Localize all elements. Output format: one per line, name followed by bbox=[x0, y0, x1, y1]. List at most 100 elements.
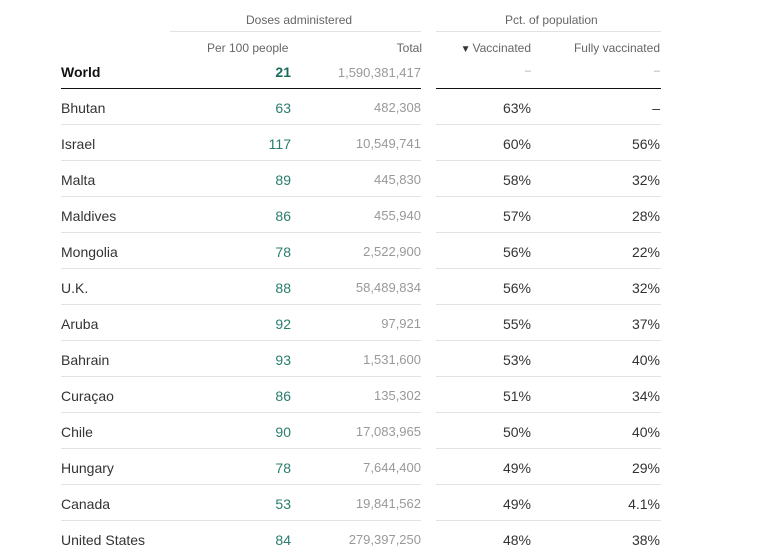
world-per-100: 21 bbox=[275, 64, 291, 80]
doses-total: 2,522,900 bbox=[363, 244, 421, 259]
pct-fully-vaccinated: 4.1% bbox=[628, 496, 660, 512]
row-divider bbox=[436, 520, 661, 521]
doses-per-100: 78 bbox=[275, 244, 291, 260]
country-name: Malta bbox=[61, 172, 96, 188]
doses-total: 1,531,600 bbox=[363, 352, 421, 367]
doses-total: 455,940 bbox=[374, 208, 421, 223]
pct-vaccinated: 56% bbox=[502, 280, 531, 296]
pct-vaccinated: 50% bbox=[502, 424, 531, 440]
row-divider bbox=[61, 268, 421, 269]
row-divider bbox=[436, 484, 661, 485]
pct-fully-vaccinated: 29% bbox=[631, 460, 660, 476]
country-name: Israel bbox=[61, 136, 96, 152]
row-divider bbox=[61, 412, 421, 413]
world-divider-left bbox=[61, 88, 421, 89]
doses-per-100: 117 bbox=[268, 136, 291, 152]
row-divider bbox=[61, 376, 421, 377]
world-total: 1,590,381,417 bbox=[337, 65, 421, 80]
doses-per-100: 86 bbox=[275, 208, 291, 224]
row-divider bbox=[436, 376, 661, 377]
doses-per-100: 93 bbox=[275, 352, 291, 368]
doses-per-100: 84 bbox=[275, 532, 291, 548]
row-divider bbox=[436, 232, 661, 233]
pct-vaccinated: 51% bbox=[502, 388, 531, 404]
group-underline-pct bbox=[436, 31, 661, 32]
pct-vaccinated: 63% bbox=[502, 100, 531, 116]
doses-total: 7,644,400 bbox=[363, 460, 421, 475]
pct-vaccinated: 48% bbox=[502, 532, 531, 548]
pct-fully-vaccinated: 40% bbox=[631, 424, 660, 440]
row-divider bbox=[61, 124, 421, 125]
group-header-doses: Doses administered bbox=[246, 13, 353, 27]
country-name: U.K. bbox=[61, 280, 89, 296]
country-name: Chile bbox=[61, 424, 93, 440]
column-header-fully-vaccinated[interactable]: Fully vaccinated bbox=[573, 41, 660, 55]
country-name: Curaçao bbox=[61, 388, 114, 404]
country-name: Hungary bbox=[61, 460, 114, 476]
row-divider bbox=[436, 448, 661, 449]
doses-per-100: 86 bbox=[275, 388, 291, 404]
row-divider bbox=[436, 124, 661, 125]
country-name: Mongolia bbox=[61, 244, 118, 260]
pct-fully-vaccinated: 37% bbox=[631, 316, 660, 332]
column-header-per-100: Per 100 people bbox=[207, 41, 289, 55]
pct-fully-vaccinated: 28% bbox=[631, 208, 660, 224]
row-divider bbox=[61, 484, 421, 485]
group-underline-doses bbox=[170, 31, 421, 32]
pct-vaccinated: 57% bbox=[502, 208, 531, 224]
pct-fully-vaccinated: 40% bbox=[631, 352, 660, 368]
country-name: Aruba bbox=[61, 316, 99, 332]
group-header-pct: Pct. of population bbox=[505, 13, 598, 27]
pct-vaccinated: 49% bbox=[502, 460, 531, 476]
doses-total: 17,083,965 bbox=[355, 424, 421, 439]
doses-total: 10,549,741 bbox=[355, 136, 421, 151]
row-divider bbox=[61, 232, 421, 233]
pct-fully-vaccinated: – bbox=[652, 100, 660, 116]
doses-total: 135,302 bbox=[374, 388, 421, 403]
row-divider bbox=[436, 340, 661, 341]
row-divider bbox=[436, 160, 661, 161]
world-fully-vaccinated: – bbox=[653, 65, 660, 77]
world-divider-right bbox=[436, 88, 661, 89]
pct-fully-vaccinated: 34% bbox=[631, 388, 660, 404]
row-divider bbox=[436, 412, 661, 413]
doses-total: 482,308 bbox=[374, 100, 421, 115]
row-divider bbox=[61, 304, 421, 305]
pct-fully-vaccinated: 22% bbox=[631, 244, 660, 260]
column-header-total: Total bbox=[396, 41, 422, 55]
pct-vaccinated: 58% bbox=[502, 172, 531, 188]
doses-per-100: 89 bbox=[275, 172, 291, 188]
world-vaccinated: – bbox=[524, 65, 531, 77]
doses-total: 279,397,250 bbox=[348, 532, 421, 547]
sort-descending-icon: ▼ bbox=[460, 44, 471, 55]
country-name: Maldives bbox=[61, 208, 117, 224]
country-name: Bhutan bbox=[61, 100, 106, 116]
row-divider bbox=[61, 196, 421, 197]
pct-fully-vaccinated: 38% bbox=[631, 532, 660, 548]
pct-vaccinated: 53% bbox=[502, 352, 531, 368]
doses-total: 19,841,562 bbox=[355, 496, 421, 511]
doses-per-100: 92 bbox=[275, 316, 291, 332]
row-divider bbox=[61, 340, 421, 341]
doses-total: 97,921 bbox=[381, 316, 421, 331]
country-name: Canada bbox=[61, 496, 111, 512]
country-name: United States bbox=[61, 532, 146, 548]
doses-total: 58,489,834 bbox=[355, 280, 421, 295]
row-divider bbox=[61, 520, 421, 521]
pct-fully-vaccinated: 32% bbox=[631, 280, 660, 296]
doses-per-100: 53 bbox=[275, 496, 291, 512]
column-header-vaccinated[interactable]: ▼ Vaccinated bbox=[431, 41, 531, 55]
doses-per-100: 78 bbox=[275, 460, 291, 476]
pct-vaccinated: 60% bbox=[502, 136, 531, 152]
pct-vaccinated: 55% bbox=[502, 316, 531, 332]
row-divider bbox=[436, 304, 661, 305]
doses-per-100: 88 bbox=[275, 280, 291, 296]
row-divider bbox=[61, 448, 421, 449]
row-divider bbox=[61, 160, 421, 161]
doses-per-100: 63 bbox=[275, 100, 291, 116]
country-name: Bahrain bbox=[61, 352, 110, 368]
row-divider bbox=[436, 268, 661, 269]
pct-fully-vaccinated: 32% bbox=[631, 172, 660, 188]
world-name: World bbox=[61, 64, 101, 80]
doses-per-100: 90 bbox=[275, 424, 291, 440]
